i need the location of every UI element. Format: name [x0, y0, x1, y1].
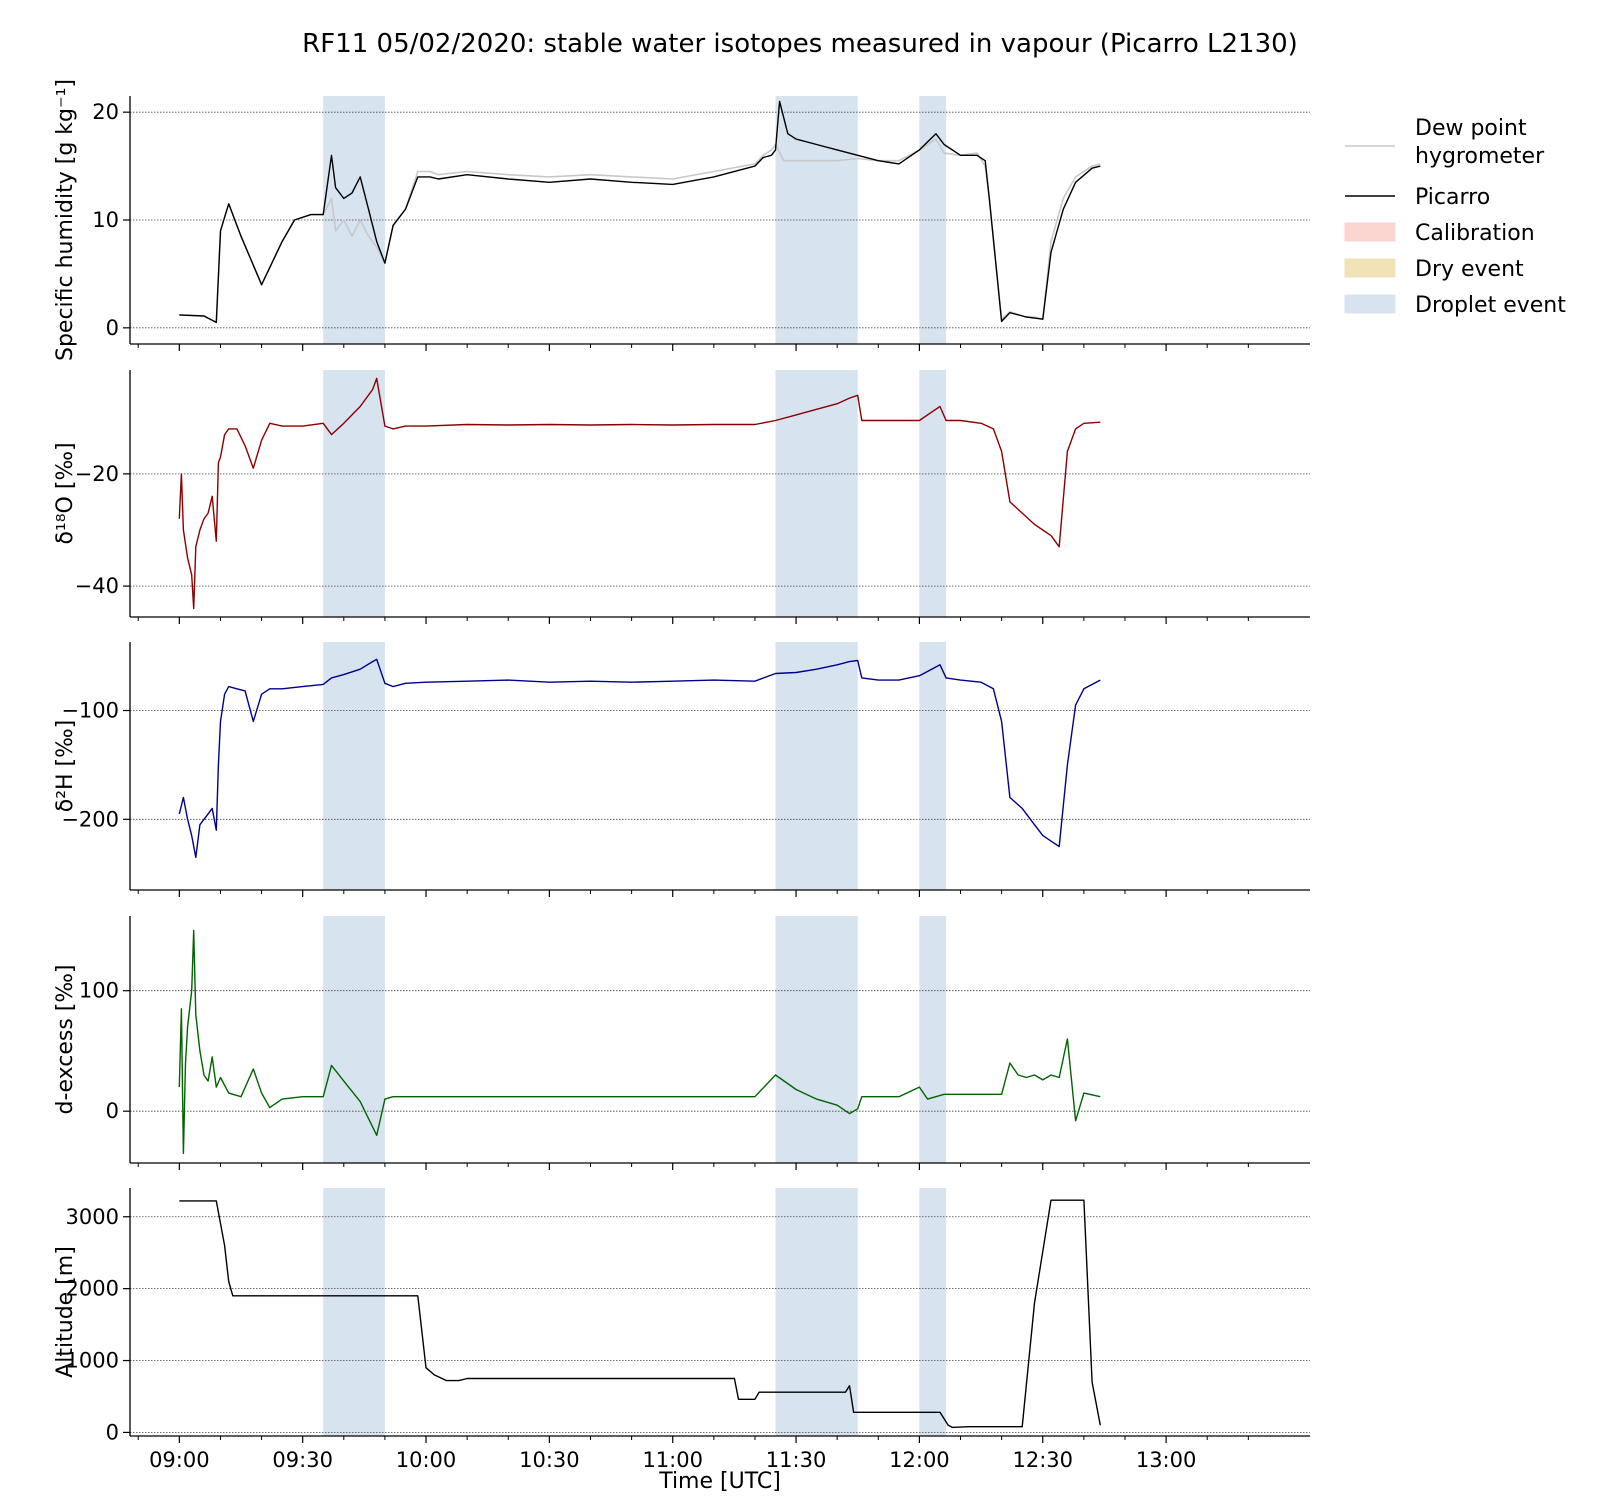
- legend-item: Dew point hygrometer: [1345, 116, 1545, 169]
- droplet-event-band: [323, 916, 385, 1163]
- legend-label: Calibration: [1415, 221, 1535, 246]
- series-line-d18o: [178, 377, 1101, 610]
- legend-swatch-patch: [1344, 222, 1396, 242]
- figure-title: RF11 05/02/2020: stable water isotopes m…: [302, 29, 1298, 59]
- series-line-dewpoint: [179, 138, 1101, 324]
- panel-1: 0 10 20 Specific humidity [g kg⁻¹]: [53, 79, 1310, 361]
- droplet-event-band: [323, 642, 385, 890]
- y-tick-label: 0: [106, 1420, 119, 1444]
- y-tick-label: 10: [92, 208, 119, 232]
- droplet-event-band: [775, 1188, 858, 1436]
- x-tick-label: 11:30: [766, 1448, 827, 1472]
- y-tick-label: −20: [75, 462, 119, 486]
- y-axis-label: Altitude [m]: [53, 1246, 78, 1378]
- legend-label-line2: hygrometer: [1415, 144, 1545, 169]
- x-tick-label: 13:00: [1136, 1448, 1197, 1472]
- x-tick-label: 11:00: [642, 1448, 703, 1472]
- legend-item: Droplet event: [1344, 293, 1566, 318]
- droplet-event-band: [919, 642, 947, 890]
- droplet-event-band: [323, 370, 385, 617]
- legend-label: Droplet event: [1415, 293, 1566, 318]
- y-tick-label: 20: [92, 100, 119, 124]
- y-tick-label: 3000: [66, 1205, 119, 1229]
- x-tick-label: 12:30: [1012, 1448, 1073, 1472]
- legend-label: Picarro: [1415, 185, 1490, 210]
- series-line-d2h: [178, 658, 1101, 859]
- droplet-event-band: [323, 1188, 385, 1436]
- y-axis-label: δ¹⁸O [‰]: [53, 442, 78, 544]
- x-axis-label: Time [UTC]: [658, 1469, 781, 1494]
- droplet-event-band: [775, 370, 858, 617]
- panel-5: 0 1000 2000 3000 Altitude [m] 09:00 09:30 10:00…: [53, 1188, 1310, 1472]
- legend-label: Dry event: [1415, 257, 1524, 282]
- legend-label: Dew point: [1415, 116, 1527, 141]
- y-tick-label: −200: [61, 807, 119, 831]
- legend-item: Calibration: [1344, 221, 1535, 246]
- droplet-event-band: [775, 642, 858, 890]
- panels: 0 10 20 Specific humidity [g kg⁻¹] −40 −20δ¹⁸…: [53, 79, 1310, 1472]
- y-axis-label: d-excess [‰]: [53, 965, 78, 1115]
- legend-item: Dry event: [1344, 257, 1524, 282]
- droplet-event-band: [919, 1188, 947, 1436]
- legend-swatch-patch: [1344, 258, 1396, 278]
- legend-item: Picarro: [1345, 185, 1490, 210]
- y-axis-label: δ²H [‰]: [53, 720, 78, 813]
- y-tick-label: −100: [61, 699, 119, 723]
- y-tick-label: 0: [106, 1099, 119, 1123]
- series-line-dexcess: [178, 929, 1101, 1155]
- x-tick-label: 09:30: [272, 1448, 333, 1472]
- x-tick-label: 10:30: [519, 1448, 580, 1472]
- y-tick-label: 100: [79, 979, 119, 1003]
- y-tick-label: 0: [106, 316, 119, 340]
- y-tick-label: −40: [75, 574, 119, 598]
- y-tick-label: 2000: [66, 1277, 119, 1301]
- droplet-event-band: [919, 916, 947, 1163]
- x-tick-label: 10:00: [396, 1448, 457, 1472]
- y-tick-label: 1000: [66, 1349, 119, 1373]
- x-tick-label: 09:00: [149, 1448, 210, 1472]
- series-line-picarro_q: [179, 100, 1101, 324]
- legend: Dew point hygrometer Picarro Calibration Dry…: [1344, 116, 1566, 318]
- x-tick-label: 12:00: [889, 1448, 950, 1472]
- droplet-event-band: [775, 916, 858, 1163]
- y-axis-label: Specific humidity [g kg⁻¹]: [53, 79, 78, 361]
- legend-swatch-patch: [1344, 294, 1396, 314]
- series-line-altitude: [179, 1199, 1101, 1429]
- droplet-event-band: [919, 370, 947, 617]
